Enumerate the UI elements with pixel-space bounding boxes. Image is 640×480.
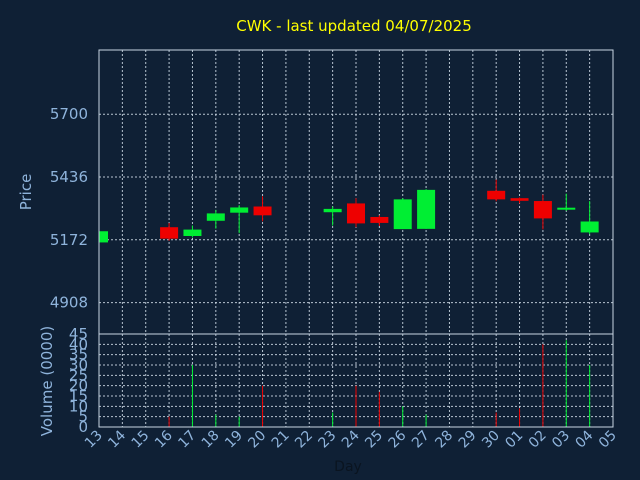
day-tick-label: 27	[409, 428, 433, 452]
day-tick-label: 29	[456, 428, 480, 452]
price-gridlines	[99, 50, 613, 334]
volume-tick-label: 15	[69, 387, 88, 405]
price-axis-ticks: 4908 5172 5436 5700	[50, 105, 88, 311]
day-tick-label: 24	[339, 427, 363, 451]
volume-axis-label: Volume (0000)	[38, 326, 56, 436]
candlestick-series	[98, 179, 599, 243]
price-tick-label: 5700	[50, 105, 88, 123]
day-tick-label: 21	[269, 428, 293, 452]
volume-series	[168, 340, 591, 427]
day-tick-label: 04	[573, 427, 597, 451]
day-tick-label: 17	[175, 428, 199, 452]
candle-body	[230, 207, 249, 213]
candle-body	[347, 203, 365, 224]
volume-tick-label: 5	[78, 408, 88, 426]
day-tick-label: 01	[502, 428, 526, 452]
price-tick-label: 5172	[50, 231, 88, 249]
day-tick-label: 19	[222, 428, 246, 452]
volume-tick-label: 0	[78, 418, 88, 436]
volume-tick-label: 40	[69, 335, 88, 353]
candle-body	[557, 207, 576, 210]
day-tick-label: 15	[129, 428, 153, 452]
day-tick-label: 23	[316, 428, 340, 452]
volume-tick-label: 10	[69, 397, 88, 415]
day-tick-label: 28	[432, 428, 456, 452]
day-tick-label: 02	[526, 428, 550, 452]
day-tick-label: 25	[362, 428, 386, 452]
chart-title: CWK - last updated 04/07/2025	[236, 17, 472, 35]
day-tick-label: 16	[152, 427, 176, 451]
candle-body	[510, 198, 529, 201]
candle-body	[206, 213, 225, 221]
price-axis-label: Price	[17, 174, 35, 211]
candle-body	[533, 201, 552, 219]
volume-tick-label: 45	[69, 325, 88, 343]
day-tick-label: 22	[292, 428, 316, 452]
volume-tick-label: 35	[69, 346, 88, 364]
candle-body	[160, 227, 179, 239]
volume-panel-frame	[98, 333, 614, 428]
day-axis-ticks: 13 14 15 16 17 18 19 20 21 22 23 24 25 26 27 28 29 30 01 02…	[82, 427, 620, 451]
candle-body	[417, 189, 436, 229]
day-axis-label: Day	[334, 459, 362, 475]
candle-body	[253, 206, 272, 216]
day-tick-label: 18	[199, 428, 223, 452]
volume-tick-label: 25	[69, 366, 88, 384]
day-tick-label: 30	[479, 428, 503, 452]
volume-tick-label: 20	[69, 377, 88, 395]
candle-body	[99, 231, 108, 243]
candle-body	[323, 208, 342, 213]
candle-body	[370, 216, 389, 223]
day-tick-label: 14	[105, 427, 129, 451]
candle-body	[393, 199, 412, 230]
day-tick-label: 03	[549, 428, 573, 452]
day-tick-label: 26	[386, 427, 410, 451]
candle-body	[487, 190, 506, 200]
price-tick-label: 5436	[50, 168, 88, 186]
volume-tick-label: 30	[69, 356, 88, 374]
candle-body	[183, 229, 202, 237]
candle-body	[580, 221, 599, 233]
day-tick-label: 05	[596, 428, 620, 452]
day-tick-label: 20	[245, 428, 269, 452]
price-tick-label: 4908	[50, 294, 88, 312]
